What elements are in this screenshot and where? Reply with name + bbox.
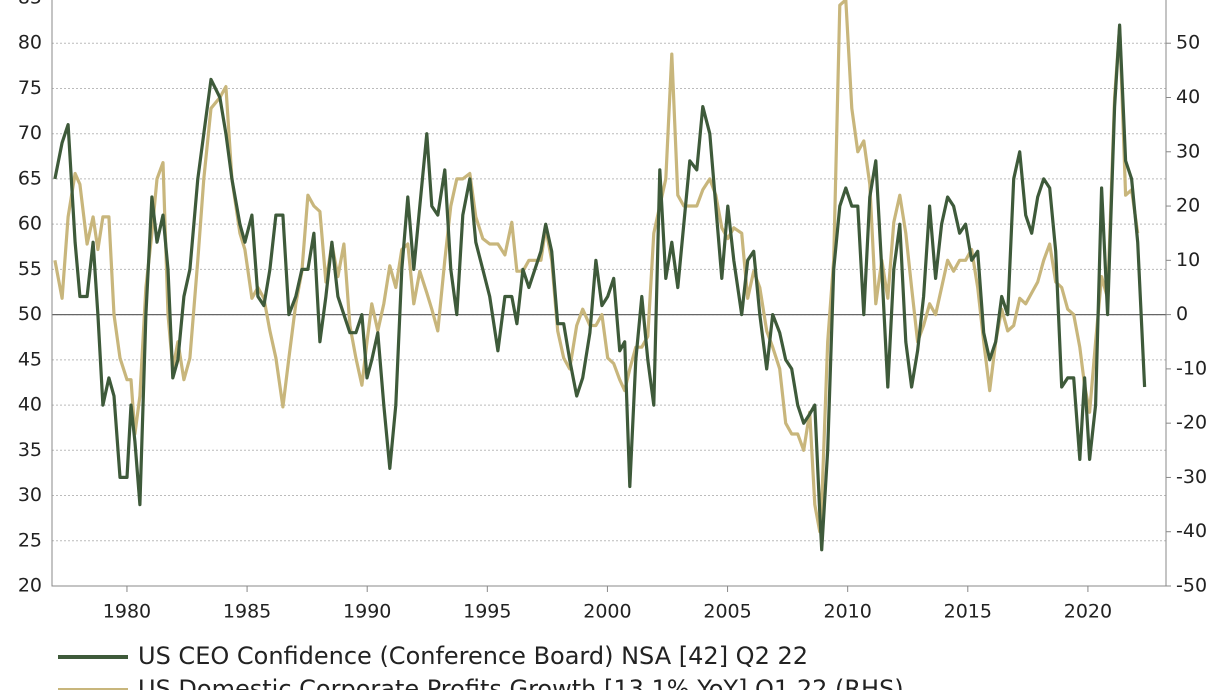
y-tick-label: 60 <box>18 213 42 235</box>
y-tick-label: 50 <box>18 303 42 325</box>
y2-tick-label: -40 <box>1176 520 1207 542</box>
y2-tick-label: 10 <box>1176 249 1200 271</box>
y2-tick-label: 30 <box>1176 140 1200 162</box>
y-tick-label: 80 <box>18 32 42 54</box>
y-tick-label: 20 <box>18 575 42 597</box>
y2-tick-label: 20 <box>1176 195 1200 217</box>
x-tick-label: 1980 <box>103 601 151 623</box>
y2-tick-label: 40 <box>1176 86 1200 108</box>
x-tick-label: 2010 <box>824 601 872 623</box>
legend-label: US CEO Confidence (Conference Board) NSA… <box>138 642 808 670</box>
y2-tick-label: -20 <box>1176 412 1207 434</box>
y-tick-label: 25 <box>18 529 42 551</box>
x-tick-label: 1985 <box>223 601 271 623</box>
y-tick-label: 30 <box>18 484 42 506</box>
y2-tick-label: -30 <box>1176 466 1207 488</box>
x-tick-label: 2005 <box>703 601 751 623</box>
y2-tick-label: 50 <box>1176 32 1200 54</box>
y-tick-label: 55 <box>18 258 42 280</box>
y-tick-label: 70 <box>18 122 42 144</box>
y-tick-label: 40 <box>18 394 42 416</box>
y-tick-label: 65 <box>18 167 42 189</box>
y-tick-label: 45 <box>18 348 42 370</box>
x-tick-label: 2000 <box>583 601 631 623</box>
legend-label: US Domestic Corporate Profits Growth [13… <box>138 675 904 690</box>
y-tick-label: 85 <box>18 0 42 9</box>
y2-tick-label: -50 <box>1176 575 1207 597</box>
series-line <box>53 23 1147 552</box>
y-tick-label: 35 <box>18 439 42 461</box>
x-tick-label: 2015 <box>944 601 992 623</box>
y-tick-label: 75 <box>18 77 42 99</box>
plot-frame <box>51 0 1167 587</box>
y2-tick-label: 0 <box>1176 303 1188 325</box>
x-tick-label: 1990 <box>343 601 391 623</box>
x-tick-label: 2020 <box>1064 601 1112 623</box>
y2-tick-label: -10 <box>1176 357 1207 379</box>
x-tick-label: 1995 <box>463 601 511 623</box>
